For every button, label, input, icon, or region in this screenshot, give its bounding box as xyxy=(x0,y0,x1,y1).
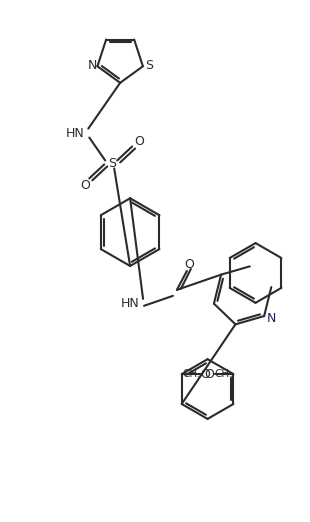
Text: S: S xyxy=(108,157,116,170)
Text: CH₃: CH₃ xyxy=(214,369,233,379)
Text: HN: HN xyxy=(66,127,85,140)
Text: HN: HN xyxy=(121,298,140,310)
Text: O: O xyxy=(80,179,90,192)
Text: O: O xyxy=(205,367,215,381)
Text: N: N xyxy=(88,59,97,72)
Text: O: O xyxy=(184,258,194,271)
Text: CH₃: CH₃ xyxy=(182,369,201,379)
Text: N: N xyxy=(266,312,276,325)
Text: O: O xyxy=(134,135,144,148)
Text: S: S xyxy=(145,59,153,72)
Text: O: O xyxy=(201,367,210,381)
